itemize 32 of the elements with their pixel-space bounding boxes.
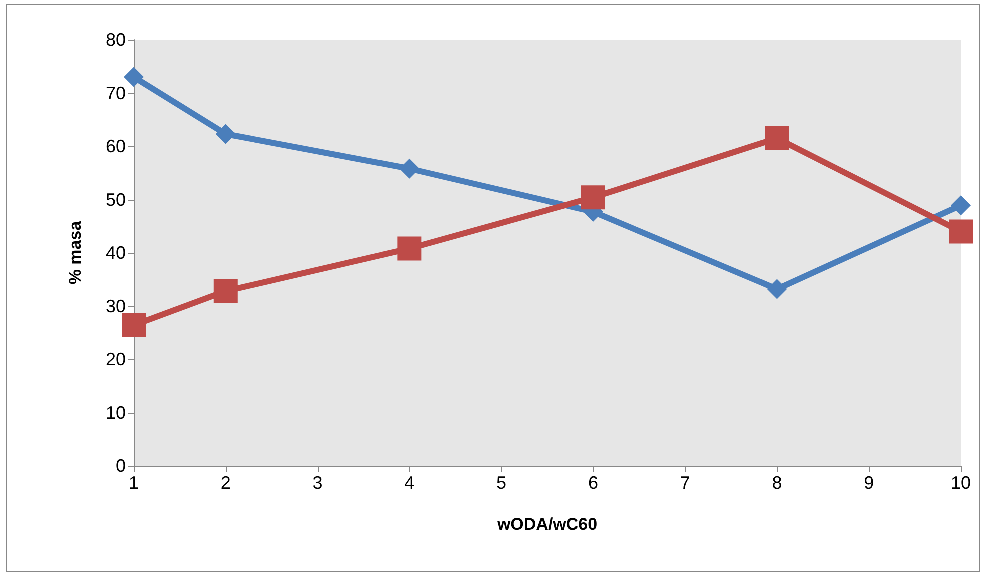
point <box>216 124 236 144</box>
point <box>949 220 973 244</box>
x-tick-label: 5 <box>496 473 507 493</box>
point <box>400 158 420 179</box>
x-tick-label: 3 <box>312 473 323 493</box>
point <box>581 186 606 210</box>
x-tick-label: 4 <box>404 473 415 493</box>
x-tick-label: 2 <box>220 473 231 493</box>
x-axis-title: wODA/wC60 <box>496 515 598 534</box>
y-axis-title: % masa <box>66 220 85 285</box>
y-tick-label: 60 <box>106 136 126 156</box>
point <box>767 279 788 300</box>
y-tick-label: 0 <box>116 456 126 476</box>
x-tick-label: 1 <box>128 473 140 493</box>
x-tick-label: 9 <box>864 473 874 493</box>
point <box>951 196 971 216</box>
y-tick-label: 40 <box>106 243 126 263</box>
x-tick-label: 6 <box>588 473 598 493</box>
point <box>765 126 790 151</box>
point <box>398 236 422 261</box>
y-tick-label: 50 <box>106 190 126 210</box>
y-tick-label: 10 <box>106 402 126 423</box>
point <box>214 279 238 304</box>
y-tick-label: 80 <box>106 30 126 50</box>
y-tick-label: 30 <box>106 296 126 316</box>
x-tick-label: 7 <box>680 473 690 493</box>
point <box>124 67 144 88</box>
y-tick-label: 70 <box>106 83 126 104</box>
point <box>122 313 146 338</box>
x-tick-label: 8 <box>772 473 782 493</box>
x-tick-label: 10 <box>950 473 972 493</box>
y-tick-label: 20 <box>106 350 126 370</box>
